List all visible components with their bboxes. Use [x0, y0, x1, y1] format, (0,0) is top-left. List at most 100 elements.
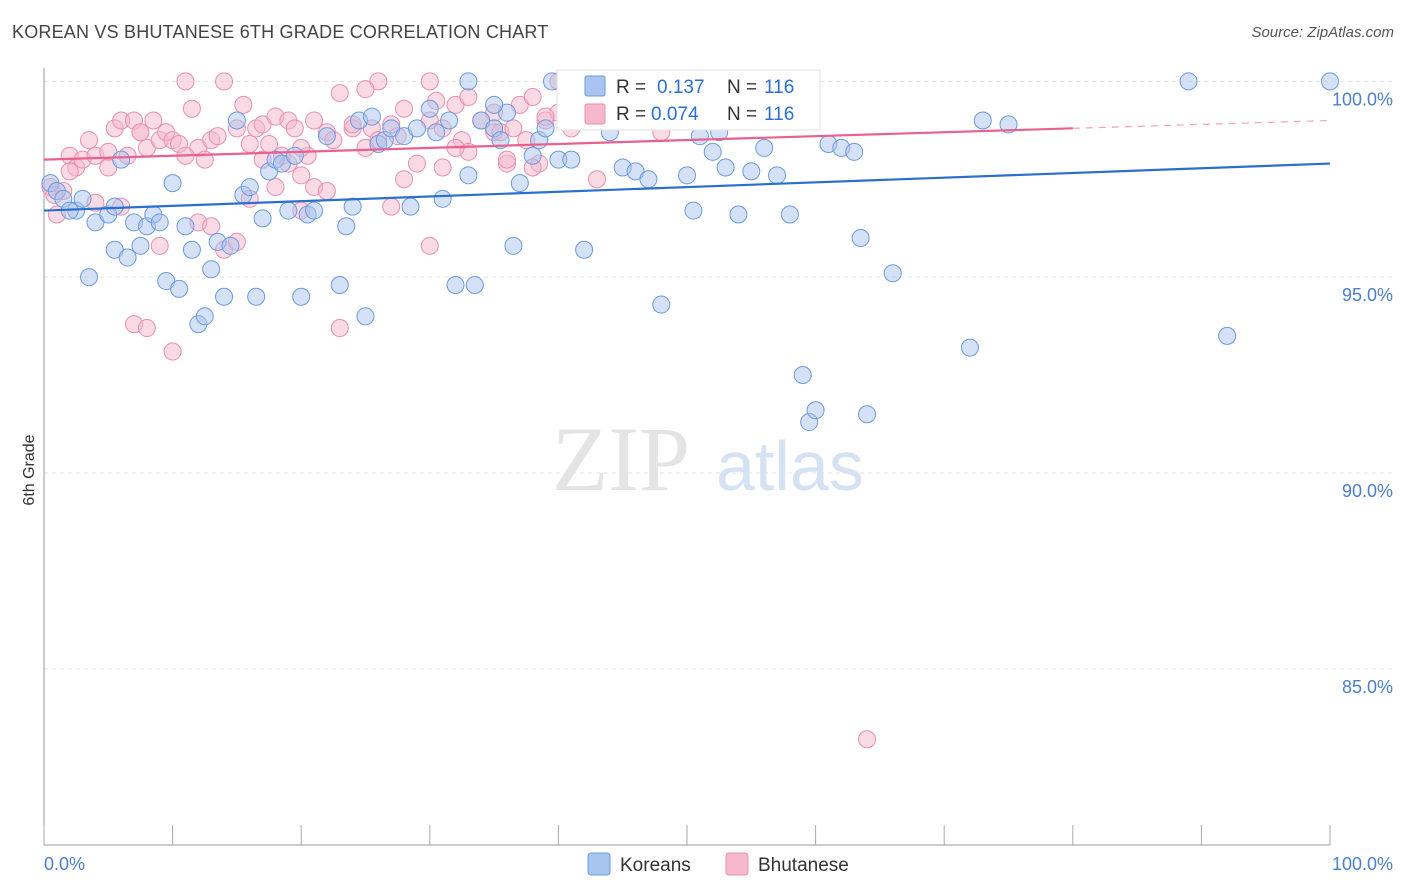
- korean-point: [446, 275, 465, 294]
- korean-point: [523, 146, 542, 165]
- korean-point: [118, 248, 137, 267]
- bhutanese-point: [208, 127, 227, 146]
- bhutanese-point: [163, 342, 182, 361]
- bhutanese-point: [240, 134, 259, 153]
- x-tick-label-min: 0.0%: [44, 854, 85, 874]
- bhutanese-point: [459, 87, 478, 106]
- watermark-atlas: atlas: [716, 427, 864, 505]
- korean-point: [202, 260, 221, 279]
- bottom-legend-koreans-label: Koreans: [620, 855, 691, 876]
- korean-point: [639, 170, 658, 189]
- korean-point: [176, 217, 195, 236]
- trend-layer: [43, 119, 1331, 212]
- korean-point: [504, 236, 523, 255]
- legend-koreans-n-value: 116: [764, 77, 794, 98]
- korean-point: [150, 213, 169, 232]
- legend-koreans-r-value: 0.137: [657, 77, 705, 98]
- korean-point: [131, 236, 150, 255]
- bhutanese-point: [395, 99, 414, 118]
- bhutanese-point: [395, 170, 414, 189]
- series-koreans: [41, 72, 1339, 432]
- korean-point: [253, 209, 272, 228]
- korean-point: [305, 201, 324, 220]
- korean-point: [330, 275, 349, 294]
- legend-bhutanese-n-label: N =: [727, 104, 757, 125]
- legend-box: R = 0.137 N = 116 R = 0.074 N = 116: [556, 69, 821, 131]
- korean-point: [337, 217, 356, 236]
- korean-point: [73, 189, 92, 208]
- korean-point: [883, 264, 902, 283]
- korean-point: [851, 228, 870, 247]
- bhutanese-point: [858, 730, 877, 749]
- y-tick-label: 90.0%: [1342, 481, 1393, 501]
- bhutanese-point: [433, 158, 452, 177]
- bhutanese-point: [382, 197, 401, 216]
- watermark: ZIP atlas: [552, 408, 864, 510]
- korean-point: [678, 166, 696, 185]
- legend-bhutanese-n-value: 116: [764, 104, 794, 125]
- korean-point: [536, 119, 555, 138]
- korean-point: [1321, 72, 1339, 91]
- bhutanese-point: [305, 111, 324, 130]
- korean-point: [858, 405, 877, 424]
- bhutanese-point: [150, 236, 169, 255]
- korean-point: [684, 201, 703, 220]
- x-tick-label-max: 100.0%: [1332, 854, 1393, 874]
- y-tick-label: 100.0%: [1332, 89, 1393, 109]
- bhutanese-point: [176, 72, 195, 91]
- bhutanese-point: [420, 72, 439, 91]
- korean-point: [729, 205, 748, 224]
- korean-point: [652, 295, 671, 314]
- korean-point: [195, 307, 214, 326]
- korean-point: [80, 268, 99, 287]
- korean-point: [407, 119, 426, 138]
- bhutanese-point: [215, 72, 234, 91]
- legend-koreans-r-label: R =: [616, 77, 646, 98]
- korean-point: [562, 150, 581, 169]
- bhutanese-point: [407, 154, 426, 173]
- korean-point: [768, 166, 787, 185]
- korean-point: [703, 142, 722, 161]
- legend-bhutanese-r-value: 0.074: [651, 104, 699, 125]
- bottom-legend-bhutanese-swatch: [725, 852, 749, 876]
- korean-point: [780, 205, 799, 224]
- korean-point: [292, 287, 311, 306]
- korean-point: [845, 142, 864, 161]
- korean-point: [755, 138, 774, 157]
- korean-point: [459, 166, 478, 185]
- korean-point: [999, 115, 1018, 134]
- korean-point: [163, 174, 182, 193]
- chart-source: Source: ZipAtlas.com: [1251, 24, 1394, 41]
- korean-point: [793, 366, 812, 385]
- bhutanese-point: [234, 95, 253, 114]
- bhutanese-point: [260, 134, 279, 153]
- legend-koreans-n-label: N =: [727, 77, 757, 98]
- korean-point: [806, 401, 825, 420]
- korean-point: [716, 158, 735, 177]
- bottom-legend: Koreans Bhutanese: [587, 852, 849, 876]
- korean-point: [960, 338, 979, 357]
- bhutanese-point: [587, 170, 606, 189]
- korean-point: [240, 178, 259, 197]
- bhutanese-point: [292, 166, 311, 185]
- tick-layer: 100.0% 95.0% 90.0% 85.0% 0.0% 100.0%: [43, 89, 1393, 874]
- korean-point: [170, 279, 189, 298]
- korean-point: [1218, 326, 1237, 345]
- bhutanese-point: [137, 319, 156, 338]
- bhutanese-point: [80, 131, 99, 150]
- korean-point: [221, 236, 240, 255]
- korean-point: [247, 287, 266, 306]
- bhutanese-point: [144, 111, 163, 130]
- bhutanese-point: [285, 119, 304, 138]
- bhutanese-point: [182, 99, 201, 118]
- bottom-legend-bhutanese-label: Bhutanese: [758, 855, 849, 876]
- korean-point: [427, 123, 446, 142]
- korean-point: [279, 201, 298, 220]
- legend-koreans-swatch: [584, 75, 606, 97]
- korean-point: [401, 197, 420, 216]
- bhutanese-trend-extension: [1072, 119, 1331, 129]
- korean-point: [182, 240, 201, 259]
- korean-point: [317, 127, 336, 146]
- y-axis-label: 6th Grade: [21, 434, 38, 505]
- korean-point: [112, 150, 131, 169]
